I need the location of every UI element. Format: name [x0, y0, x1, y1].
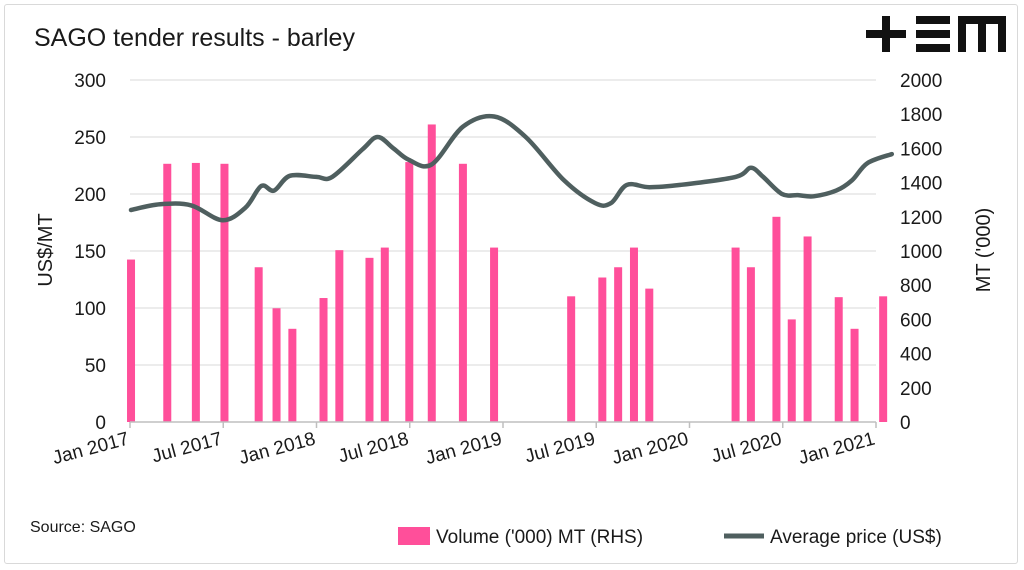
volume-bar [127, 259, 136, 422]
volume-bar [191, 162, 200, 422]
volume-bar [629, 247, 638, 422]
volume-bar [567, 296, 576, 422]
y-right-tick: 1400 [900, 174, 942, 195]
x-tick-label: Jul 2017 [150, 429, 225, 468]
volume-bar [380, 247, 389, 422]
volume-bar [645, 288, 654, 422]
logo-e-top [916, 16, 950, 24]
y-left-tick: 50 [85, 356, 106, 377]
volume-bar [458, 163, 467, 423]
y-left-tick: 0 [95, 413, 106, 434]
volume-bar [365, 257, 374, 422]
logo [866, 16, 1006, 52]
volume-bar [598, 277, 607, 422]
x-tick-label: Jan 2017 [50, 429, 131, 470]
x-tick-label: Jan 2020 [610, 429, 691, 470]
y-left-tick: 250 [74, 128, 106, 149]
price-line [128, 113, 895, 223]
y-right-label: MT ('000) [973, 208, 995, 293]
price-line-group [128, 113, 895, 223]
legend-volume-label: Volume ('000) MT (RHS) [436, 527, 643, 548]
y-left-tick: 150 [74, 242, 106, 263]
volume-bar [427, 124, 436, 423]
gridlines [130, 79, 876, 366]
x-tick-label: Jul 2018 [336, 429, 411, 468]
logo-e-middle [916, 30, 950, 38]
volume-bar [405, 162, 414, 422]
volume-bar [614, 267, 623, 422]
legend: Volume ('000) MT (RHS) Average price (US… [398, 527, 942, 548]
volume-bar [335, 250, 344, 422]
source-note: Source: SAGO [30, 519, 136, 536]
chart-frame [4, 4, 1018, 564]
y-right-tick: 600 [900, 310, 932, 331]
volume-bar [834, 297, 843, 422]
y-right-tick: 200 [900, 379, 932, 400]
logo-m [958, 16, 1006, 52]
volume-bar [490, 247, 499, 422]
volume-bar [319, 298, 328, 422]
x-tick-label: Jan 2018 [237, 429, 318, 470]
chart-title: SAGO tender results - barley [34, 24, 355, 52]
volume-bar [787, 319, 796, 422]
y-right-tick: 1200 [900, 208, 942, 229]
x-tick-label: Jan 2021 [796, 429, 877, 470]
x-tick-label: Jul 2019 [523, 429, 598, 468]
volume-bar [772, 216, 781, 422]
volume-bar [803, 236, 812, 422]
axes: 0 50 100 150 200 250 300 0 200 400 600 800 1000 1200 1… [50, 71, 942, 469]
volume-bar [879, 296, 888, 422]
volume-bar [850, 328, 859, 422]
y-left-tick: 100 [74, 299, 106, 320]
x-tick-label: Jan 2019 [423, 429, 504, 470]
y-right-tick: 2000 [900, 71, 942, 92]
y-left-tick: 300 [74, 71, 106, 92]
volume-bar [288, 328, 297, 422]
logo-e-bottom [916, 44, 950, 52]
volume-bars [127, 124, 888, 423]
y-right-tick: 0 [900, 413, 911, 434]
legend-volume-swatch [398, 527, 430, 545]
volume-bar [220, 163, 229, 423]
volume-bar [163, 163, 172, 423]
y-right-tick: 1000 [900, 242, 942, 263]
legend-price-label: Average price (US$) [770, 527, 942, 548]
volume-bar [254, 267, 263, 422]
volume-bar [272, 308, 281, 422]
y-right-tick: 1600 [900, 139, 942, 160]
y-left-tick: 200 [74, 185, 106, 206]
y-left-label: US$/MT [35, 213, 57, 286]
volume-bar [731, 247, 740, 422]
y-right-tick: 800 [900, 276, 932, 297]
y-right-tick: 1800 [900, 105, 942, 126]
volume-bar [746, 267, 755, 422]
x-tick-label: Jul 2020 [709, 429, 784, 468]
y-right-tick: 400 [900, 345, 932, 366]
logo-plus-stem [882, 16, 890, 52]
